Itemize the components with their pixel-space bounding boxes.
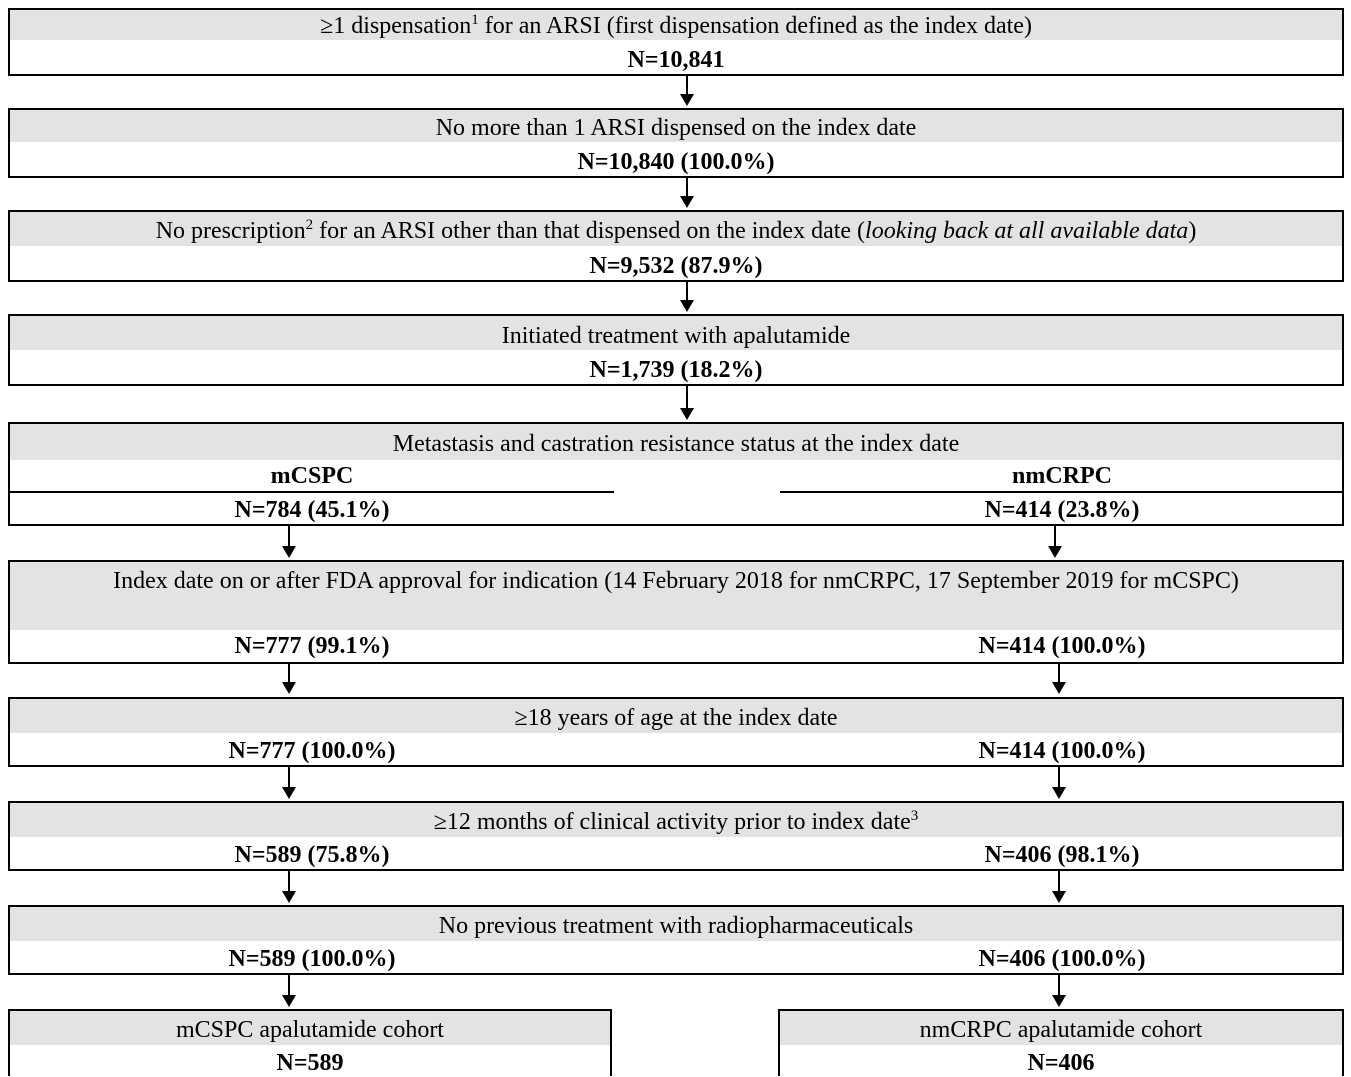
step-count-6-right: N=414 (100.0%)	[978, 633, 1146, 659]
step-label-2: No more than 1 ARSI dispensed on the ind…	[10, 110, 1342, 142]
step-box-7: ≥18 years of age at the index date N=777…	[8, 697, 1344, 767]
step-count-8-right: N=406 (98.1%)	[984, 842, 1140, 868]
cohort-box-nmcrpc: nmCRPC apalutamide cohort N=406	[778, 1009, 1344, 1076]
step-count-2: N=10,840 (100.0%)	[577, 149, 775, 175]
step-label-1: ≥1 dispensation1 for an ARSI (first disp…	[10, 10, 1342, 40]
cohort-name-nmcrpc: nmCRPC	[1012, 463, 1112, 489]
step-count-9-right: N=406 (100.0%)	[978, 946, 1146, 972]
step-box-2: No more than 1 ARSI dispensed on the ind…	[8, 108, 1344, 178]
step-label-5: Metastasis and castration resistance sta…	[10, 424, 1342, 460]
step-count-5-left: N=784 (45.1%)	[234, 497, 390, 523]
step-box-9: No previous treatment with radiopharmace…	[8, 905, 1344, 975]
step-count-7-left: N=777 (100.0%)	[228, 738, 396, 764]
step-label-8: ≥12 months of clinical activity prior to…	[10, 803, 1342, 837]
divider-right	[780, 491, 1344, 493]
step-count-9-left: N=589 (100.0%)	[228, 946, 396, 972]
step-count-7-right: N=414 (100.0%)	[978, 738, 1146, 764]
step-box-5: Metastasis and castration resistance sta…	[8, 422, 1344, 526]
cohort-label-nmcrpc: nmCRPC apalutamide cohort	[780, 1011, 1342, 1045]
divider-left	[10, 491, 614, 493]
step-label-7: ≥18 years of age at the index date	[10, 699, 1342, 733]
step-box-4: Initiated treatment with apalutamide N=1…	[8, 314, 1344, 386]
step-box-6: Index date on or after FDA approval for …	[8, 560, 1344, 664]
step-count-5-right: N=414 (23.8%)	[984, 497, 1140, 523]
step-label-4: Initiated treatment with apalutamide	[10, 316, 1342, 350]
cohort-count-mcspc: N=589	[276, 1050, 344, 1076]
step-label-3: No prescription2 for an ARSI other than …	[10, 212, 1342, 246]
cohort-label-mcspc: mCSPC apalutamide cohort	[10, 1011, 610, 1045]
cohort-box-mcspc: mCSPC apalutamide cohort N=589	[8, 1009, 612, 1076]
step-count-3: N=9,532 (87.9%)	[589, 253, 763, 279]
step-count-4: N=1,739 (18.2%)	[589, 357, 763, 383]
step-box-8: ≥12 months of clinical activity prior to…	[8, 801, 1344, 871]
step-box-1: ≥1 dispensation1 for an ARSI (first disp…	[8, 8, 1344, 76]
step-box-3: No prescription2 for an ARSI other than …	[8, 210, 1344, 282]
step-count-1: N=10,841	[627, 47, 725, 73]
step-label-9: No previous treatment with radiopharmace…	[10, 907, 1342, 941]
step-count-6-left: N=777 (99.1%)	[234, 633, 390, 659]
cohort-name-mcspc: mCSPC	[270, 463, 354, 489]
step-label-6: Index date on or after FDA approval for …	[10, 562, 1342, 630]
step-count-8-left: N=589 (75.8%)	[234, 842, 390, 868]
cohort-count-nmcrpc: N=406	[1027, 1050, 1095, 1076]
